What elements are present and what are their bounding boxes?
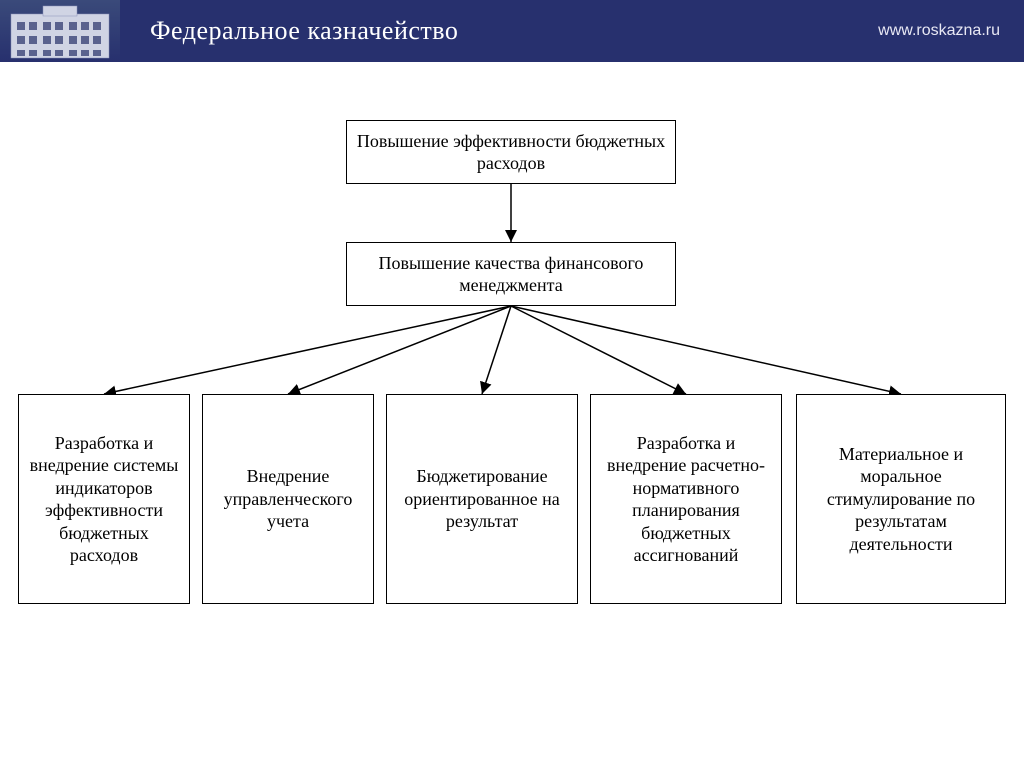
node-child-2: Внедрение управленческого учета — [202, 394, 374, 604]
diagram-canvas: Повышение эффективности бюджетных расход… — [0, 62, 1024, 768]
node-child-3: Бюджетирование ориентированное на резуль… — [386, 394, 578, 604]
node-child-4: Разработка и внедрение расчетно-норматив… — [590, 394, 782, 604]
node-level1: Повышение качества финансового менеджмен… — [346, 242, 676, 306]
building-logo-icon — [0, 0, 120, 62]
header-title: Федеральное казначейство — [150, 16, 458, 46]
header-url: www.roskazna.ru — [878, 22, 1000, 40]
node-child-5: Материальное и моральное стимулирование … — [796, 394, 1006, 604]
header-bar: Федеральное казначейство www.roskazna.ru — [0, 0, 1024, 62]
node-child-1: Разработка и внедрение системы индикатор… — [18, 394, 190, 604]
node-root: Повышение эффективности бюджетных расход… — [346, 120, 676, 184]
